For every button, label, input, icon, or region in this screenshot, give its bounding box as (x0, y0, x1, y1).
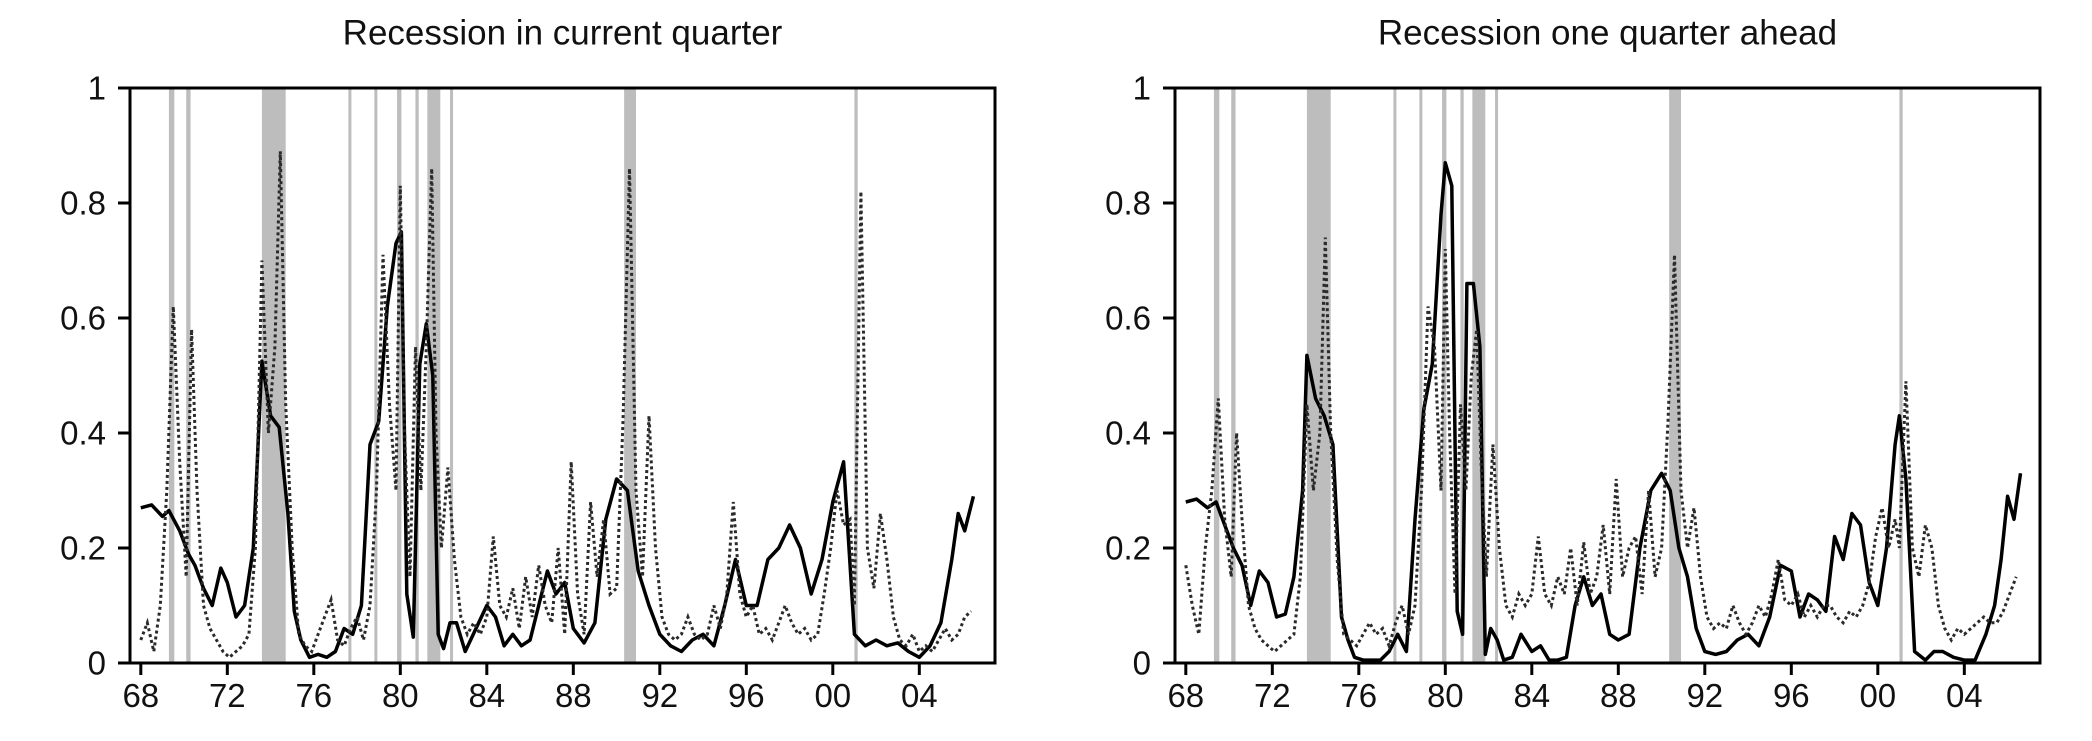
recession-band (1460, 88, 1464, 663)
series-line-dotted (1184, 237, 2018, 654)
x-tick-label: 00 (814, 677, 851, 714)
plot-frame (1173, 86, 2042, 665)
x-tick-label: 72 (1254, 677, 1291, 714)
y-tick-label: 1 (1133, 70, 1151, 107)
recession-band (397, 88, 402, 663)
chart-title: Recession in current quarter (343, 14, 783, 53)
y-tick-label: 0.6 (1105, 300, 1151, 337)
recession-band (1899, 88, 1903, 663)
y-tick-label: 0.8 (1105, 185, 1151, 222)
recession-band (1495, 88, 1499, 663)
x-tick-label: 68 (122, 677, 159, 714)
chart-panel-current-quarter: Recession in current quarter 0 0.2 0.4 0.6 0.… (60, 14, 997, 714)
y-tick-label: 0.6 (60, 300, 106, 337)
x-tick-label: 04 (901, 677, 938, 714)
x-tick-label: 76 (1340, 677, 1377, 714)
recession-band (624, 88, 637, 663)
y-tick-label: 0.2 (60, 530, 106, 567)
recession-band (1669, 88, 1682, 663)
recession-band (1213, 88, 1220, 663)
recession-band (1393, 88, 1397, 663)
recession-band (1419, 88, 1423, 663)
chart-panel-one-quarter-ahead: Recession one quarter ahead 0 0.2 0.4 0.6 0.8… (1105, 14, 2042, 714)
x-tick-label: 88 (555, 677, 592, 714)
x-tick-label: 96 (728, 677, 765, 714)
y-tick-label: 0.4 (60, 415, 106, 452)
x-tick-label: 80 (382, 677, 419, 714)
y-tick-label: 0.4 (1105, 415, 1151, 452)
recession-band (1231, 88, 1236, 663)
recession-band (186, 88, 191, 663)
x-tick-label: 88 (1600, 677, 1637, 714)
x-tick-label: 00 (1859, 677, 1896, 714)
chart-title: Recession one quarter ahead (1378, 14, 1837, 53)
x-tick-label: 92 (641, 677, 678, 714)
recession-band (415, 88, 419, 663)
y-tick-label: 0 (1133, 645, 1151, 682)
x-tick-label: 92 (1686, 677, 1723, 714)
x-tick-label: 72 (209, 677, 246, 714)
x-tick-label: 68 (1167, 677, 1204, 714)
recession-band (348, 88, 352, 663)
x-tick-label: 76 (295, 677, 332, 714)
series-line-solid (1185, 161, 2023, 662)
x-tick-label: 80 (1427, 677, 1464, 714)
y-tick-label: 1 (88, 70, 106, 107)
x-tick-label: 96 (1773, 677, 1810, 714)
y-tick-label: 0 (88, 645, 106, 682)
recession-band (1306, 88, 1331, 663)
recession-band (261, 88, 286, 663)
recession-band (374, 88, 378, 663)
recession-band (450, 88, 454, 663)
series-line-dotted (139, 151, 973, 660)
y-tick-label: 0.8 (60, 185, 106, 222)
x-tick-label: 84 (468, 677, 505, 714)
series-line-solid (140, 230, 976, 660)
plot-frame (128, 86, 997, 665)
x-tick-label: 84 (1513, 677, 1550, 714)
recession-band (854, 88, 858, 663)
x-tick-label: 04 (1946, 677, 1983, 714)
y-tick-label: 0.2 (1105, 530, 1151, 567)
